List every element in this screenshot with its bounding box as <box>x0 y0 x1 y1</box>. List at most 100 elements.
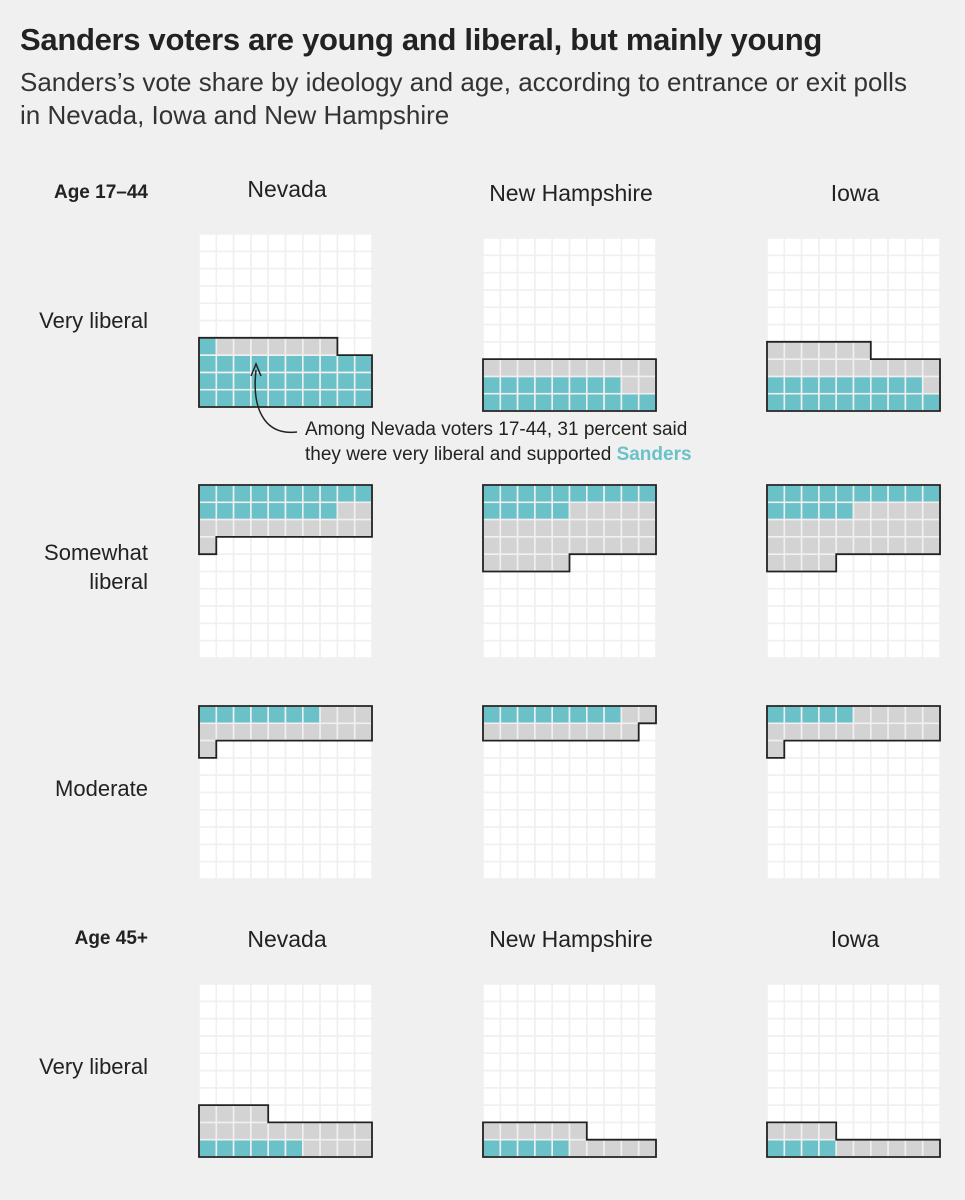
panel-45-very-liberal-new-hampshire-cell-empty <box>482 1035 502 1055</box>
panel-17-44-moderate-new-hampshire-cell-sanders <box>585 705 605 725</box>
panel-17-44-somewhat-liberal-iowa-cell-others <box>921 501 941 521</box>
panel-17-44-somewhat-liberal-nevada-cell-empty <box>215 587 235 607</box>
panel-17-44-very-liberal-nevada-cell-empty <box>301 319 321 339</box>
panel-17-44-very-liberal-new-hampshire-cell-sanders <box>603 392 623 412</box>
panel-17-44-very-liberal-new-hampshire-cell-empty <box>585 323 605 343</box>
panel-17-44-moderate-nevada-cell-empty <box>301 826 321 846</box>
panel-17-44-somewhat-liberal-new-hampshire-cell-empty <box>499 570 519 590</box>
panel-17-44-very-liberal-nevada-cell-sanders <box>232 388 252 408</box>
panel-17-44-very-liberal-iowa-cell-others <box>766 340 786 360</box>
panel-17-44-very-liberal-nevada-cell-empty <box>319 319 339 339</box>
panel-17-44-very-liberal-nevada-cell-empty <box>319 250 339 270</box>
panel-45-very-liberal-iowa-cell-empty <box>783 1087 803 1106</box>
panel-45-very-liberal-nevada-cell-empty <box>250 983 269 1003</box>
panel-45-very-liberal-new-hampshire-cell-empty <box>620 1087 640 1106</box>
panel-17-44-very-liberal-new-hampshire-cell-sanders <box>534 375 554 395</box>
panel-17-44-moderate-iowa-cell-empty <box>835 774 855 794</box>
panel-17-44-moderate-new-hampshire-cell-empty <box>568 826 588 846</box>
panel-17-44-very-liberal-iowa-cell-others <box>887 358 907 378</box>
panel-17-44-very-liberal-iowa-cell-sanders <box>818 375 838 395</box>
panel-17-44-somewhat-liberal-nevada-cell-empty <box>336 605 356 625</box>
panel-17-44-very-liberal-iowa-cell-empty <box>904 254 924 274</box>
state-label-nevada-45: Nevada <box>247 926 327 952</box>
panel-45-very-liberal-new-hampshire-cell-empty <box>603 1121 623 1141</box>
panel-17-44-somewhat-liberal-iowa-cell-sanders <box>904 484 924 504</box>
panel-45-very-liberal-nevada-cell-others <box>284 1121 304 1141</box>
panel-17-44-somewhat-liberal-iowa-cell-sanders <box>835 501 855 521</box>
panel-17-44-very-liberal-nevada-cell-empty <box>301 285 321 304</box>
panel-17-44-very-liberal-new-hampshire-cell-empty <box>568 289 588 308</box>
panel-17-44-somewhat-liberal-new-hampshire-cell-others <box>620 518 640 538</box>
panel-17-44-somewhat-liberal-nevada-cell-empty <box>232 587 252 607</box>
panel-17-44-very-liberal-iowa-cell-empty <box>818 254 838 274</box>
panel-17-44-somewhat-liberal-new-hampshire-cell-empty <box>585 622 605 642</box>
panel-17-44-very-liberal-new-hampshire-cell-sanders <box>499 392 519 412</box>
panel-17-44-somewhat-liberal-new-hampshire-cell-others <box>603 501 623 521</box>
panel-17-44-somewhat-liberal-nevada-cell-sanders <box>284 501 304 521</box>
panel-17-44-somewhat-liberal-new-hampshire-cell-empty <box>499 605 519 625</box>
panel-45-very-liberal-iowa-cell-others <box>783 1121 803 1141</box>
panel-17-44-somewhat-liberal-iowa-cell-empty <box>921 605 941 625</box>
panel-17-44-somewhat-liberal-new-hampshire-cell-empty <box>534 639 554 659</box>
panel-17-44-moderate-nevada-cell-empty <box>250 791 269 811</box>
panel-17-44-somewhat-liberal-iowa-cell-others <box>887 518 907 538</box>
panel-17-44-moderate-iowa-cell-empty <box>835 739 855 759</box>
panel-17-44-moderate-new-hampshire-cell-empty <box>499 757 519 777</box>
panel-17-44-very-liberal-iowa-cell-empty <box>921 323 941 343</box>
panel-45-very-liberal-nevada-outline <box>198 1104 373 1158</box>
panel-17-44-somewhat-liberal-iowa-cell-sanders <box>800 484 820 504</box>
panel-17-44-moderate-iowa-cell-others <box>869 705 889 725</box>
panel-17-44-very-liberal-iowa-cell-empty <box>783 271 803 291</box>
panel-45-very-liberal-new-hampshire-cell-empty <box>534 1035 554 1055</box>
panel-17-44-very-liberal-iowa-cell-others <box>835 358 855 378</box>
panel-17-44-very-liberal-iowa-cell-empty <box>835 289 855 308</box>
panel-17-44-very-liberal-new-hampshire-cell-empty <box>585 237 605 257</box>
panel-17-44-very-liberal-nevada-cell-empty <box>250 319 269 339</box>
panel-17-44-very-liberal-nevada-cell-empty <box>267 285 287 304</box>
panel-17-44-very-liberal-nevada <box>198 233 373 408</box>
panel-17-44-moderate-iowa-cell-sanders <box>800 705 820 725</box>
panel-17-44-somewhat-liberal-nevada-cell-sanders <box>319 484 339 504</box>
panel-17-44-very-liberal-nevada-cell-empty <box>232 302 252 322</box>
panel-17-44-somewhat-liberal-new-hampshire-cell-others <box>585 536 605 556</box>
panel-17-44-very-liberal-nevada-cell-empty <box>284 285 304 304</box>
panel-45-very-liberal-new-hampshire-cell-empty <box>482 1104 502 1124</box>
panel-45-very-liberal-nevada-cell-empty <box>301 1052 321 1072</box>
panel-17-44-very-liberal-new-hampshire-cell-others <box>637 375 657 395</box>
panel-17-44-moderate-nevada <box>198 705 373 880</box>
panel-17-44-very-liberal-nevada-cell-sanders <box>267 354 287 374</box>
panel-45-very-liberal-new-hampshire-cell-empty <box>516 1104 536 1124</box>
panel-17-44-somewhat-liberal-nevada-cell-sanders <box>267 501 287 521</box>
panel-17-44-very-liberal-iowa-cell-empty <box>904 237 924 257</box>
panel-17-44-moderate-iowa-cell-empty <box>887 739 907 759</box>
panel-45-very-liberal-nevada-cell-empty <box>319 1017 339 1037</box>
panel-17-44-very-liberal-nevada-cell-sanders <box>353 388 373 408</box>
panel-17-44-very-liberal-new-hampshire-cell-empty <box>568 271 588 291</box>
panel-17-44-moderate-iowa-cell-empty <box>887 757 907 777</box>
panel-17-44-moderate-nevada-cell-others <box>319 705 339 725</box>
panel-45-very-liberal-new-hampshire-cell-empty <box>551 1087 571 1106</box>
chart-subtitle: Sanders’s vote share by ideology and age… <box>20 67 907 130</box>
panel-45-very-liberal-iowa-cell-empty <box>818 1087 838 1106</box>
panel-17-44-somewhat-liberal-iowa-cell-empty <box>904 622 924 642</box>
panel-17-44-moderate-new-hampshire-cell-others <box>585 722 605 742</box>
panel-45-very-liberal-new-hampshire-cell-empty <box>482 1017 502 1037</box>
panel-45-very-liberal-new-hampshire-cell-sanders <box>534 1138 554 1158</box>
panel-17-44-moderate-nevada-cell-empty <box>267 791 287 811</box>
panel-45-very-liberal-new-hampshire-cell-empty <box>585 1087 605 1106</box>
panel-17-44-very-liberal-nevada-cell-sanders <box>250 371 269 391</box>
panel-17-44-very-liberal-iowa-cell-empty <box>766 237 786 257</box>
panel-17-44-moderate-new-hampshire-cell-empty <box>585 774 605 794</box>
panel-45-very-liberal-new-hampshire-cell-empty <box>534 1017 554 1037</box>
panel-45-very-liberal-nevada-cell-empty <box>215 1069 235 1089</box>
panel-17-44-very-liberal-new-hampshire-cell-empty <box>534 340 554 360</box>
panel-45-very-liberal-new-hampshire-cell-empty <box>620 1000 640 1020</box>
state-label-iowa: Iowa <box>830 180 880 206</box>
panel-17-44-somewhat-liberal-new-hampshire-cell-empty <box>620 622 640 642</box>
panel-17-44-somewhat-liberal-iowa-cell-others <box>835 536 855 556</box>
panel-45-very-liberal-nevada-cell-empty <box>284 983 304 1003</box>
panel-17-44-somewhat-liberal-nevada-cell-sanders <box>267 484 287 504</box>
panel-17-44-moderate-new-hampshire-cell-empty <box>585 739 605 759</box>
panel-17-44-somewhat-liberal-iowa-cell-others <box>783 553 803 573</box>
panel-45-very-liberal-nevada-cell-empty <box>267 1052 287 1072</box>
